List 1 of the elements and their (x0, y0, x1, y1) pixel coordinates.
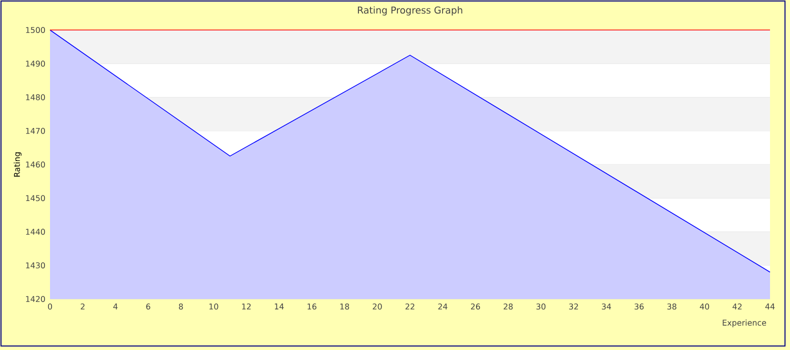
chart-title: Rating Progress Graph (358, 6, 462, 16)
